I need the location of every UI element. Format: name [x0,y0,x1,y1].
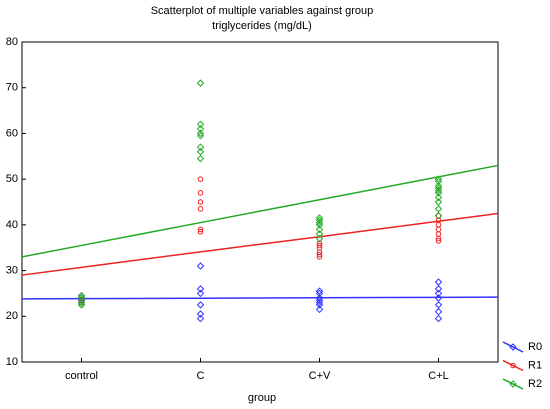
legend-marker [510,362,516,369]
point [196,125,205,133]
plot-frame [21,41,499,363]
point [434,212,443,220]
point [197,206,204,212]
x-axis-label: group [248,392,276,404]
point [315,221,324,229]
point [434,278,443,286]
point [435,222,442,228]
point [196,289,205,298]
legend-marker [509,380,517,388]
chart-title: Scatterplot of multiple variables agains… [151,5,374,17]
point [315,305,324,314]
y-tick-label: 30 [6,264,18,276]
point [434,289,443,298]
point [77,298,86,307]
point [434,285,443,293]
y-tick-label: 60 [6,127,18,139]
point [315,296,324,304]
point [196,285,205,293]
point [196,301,205,309]
legend-marker [509,343,517,351]
point [434,308,443,316]
point [435,226,442,233]
point [196,129,205,138]
legend-line [502,341,524,353]
point [315,294,324,302]
x-tick-label: C [197,370,205,382]
point [316,254,323,260]
y-tick-label: 10 [6,356,18,368]
trend-line [21,296,499,300]
point [315,218,324,227]
point [197,228,204,235]
point [196,132,205,140]
point [315,225,324,234]
point [197,199,204,205]
point [435,235,442,242]
x-tick-label: control [65,370,98,382]
y-tick-label: 50 [6,173,18,185]
point [315,230,324,238]
chart-subtitle: triglycerides (mg/dL) [212,20,312,32]
point [434,175,443,183]
point [316,242,323,249]
x-tick-label: C+L [428,370,449,382]
point [434,182,443,190]
x-tick-label: C+V [309,370,331,382]
point [77,292,86,300]
y-tick-label: 20 [6,310,18,322]
point [434,186,443,195]
point [197,226,204,233]
point [434,177,443,186]
point [434,198,443,206]
point [434,294,443,302]
y-tick-label: 70 [6,82,18,94]
point [196,154,205,163]
point [315,301,324,309]
point [196,310,205,318]
trend-line [21,164,499,258]
point [434,314,443,323]
point [197,190,204,196]
trend-line [21,212,499,276]
point [316,251,323,258]
point [434,193,443,202]
point [435,231,442,237]
point [78,297,85,304]
legend-label: R1 [528,359,542,371]
point [315,216,324,224]
point [196,79,205,87]
point [434,205,443,213]
point [315,234,324,243]
point [196,262,205,270]
point [315,289,324,298]
point [434,189,443,197]
point [434,301,443,309]
point [197,176,204,182]
y-tick-label: 80 [6,36,18,48]
point [196,148,205,156]
legend-label: R2 [528,378,542,390]
point [435,238,442,244]
point [196,143,205,151]
legend-line [502,378,524,390]
point [315,214,324,222]
y-tick-label: 40 [6,219,18,231]
point [315,287,324,295]
point [196,120,205,128]
point [315,298,324,307]
legend-label: R0 [528,341,542,353]
point [196,314,205,323]
legend-line [502,359,524,372]
point [434,184,443,192]
